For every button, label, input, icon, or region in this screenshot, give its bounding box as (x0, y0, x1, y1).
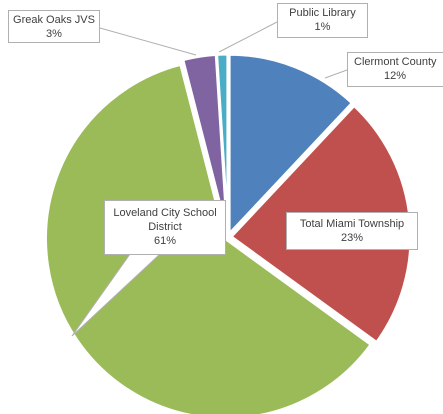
category-label: Loveland City School District (113, 207, 217, 233)
value-label: 12% (384, 70, 407, 82)
label-box: Clermont County 12% (347, 52, 443, 87)
value-label: 23% (340, 232, 364, 244)
label-box: Public Library 1% (277, 3, 368, 38)
label-box: Total Miami Township 23% (286, 212, 418, 250)
label-box: Greak Oaks JVS 3% (8, 10, 100, 43)
category-label: Total Miami Township (299, 218, 405, 230)
category-label: Public Library (289, 7, 356, 19)
label-box: Loveland City School District 61% (104, 200, 226, 255)
leader-line (99, 27, 197, 56)
pie-slice (227, 52, 355, 238)
category-label: Clermont County (354, 56, 437, 68)
category-label: Greak Oaks JVS (13, 14, 95, 26)
value-label: 3% (46, 28, 62, 40)
value-label: 1% (314, 21, 331, 33)
leader-line (324, 69, 348, 79)
pie-slice (215, 52, 230, 235)
value-label: 61% (153, 235, 177, 247)
leader-line (218, 21, 278, 53)
